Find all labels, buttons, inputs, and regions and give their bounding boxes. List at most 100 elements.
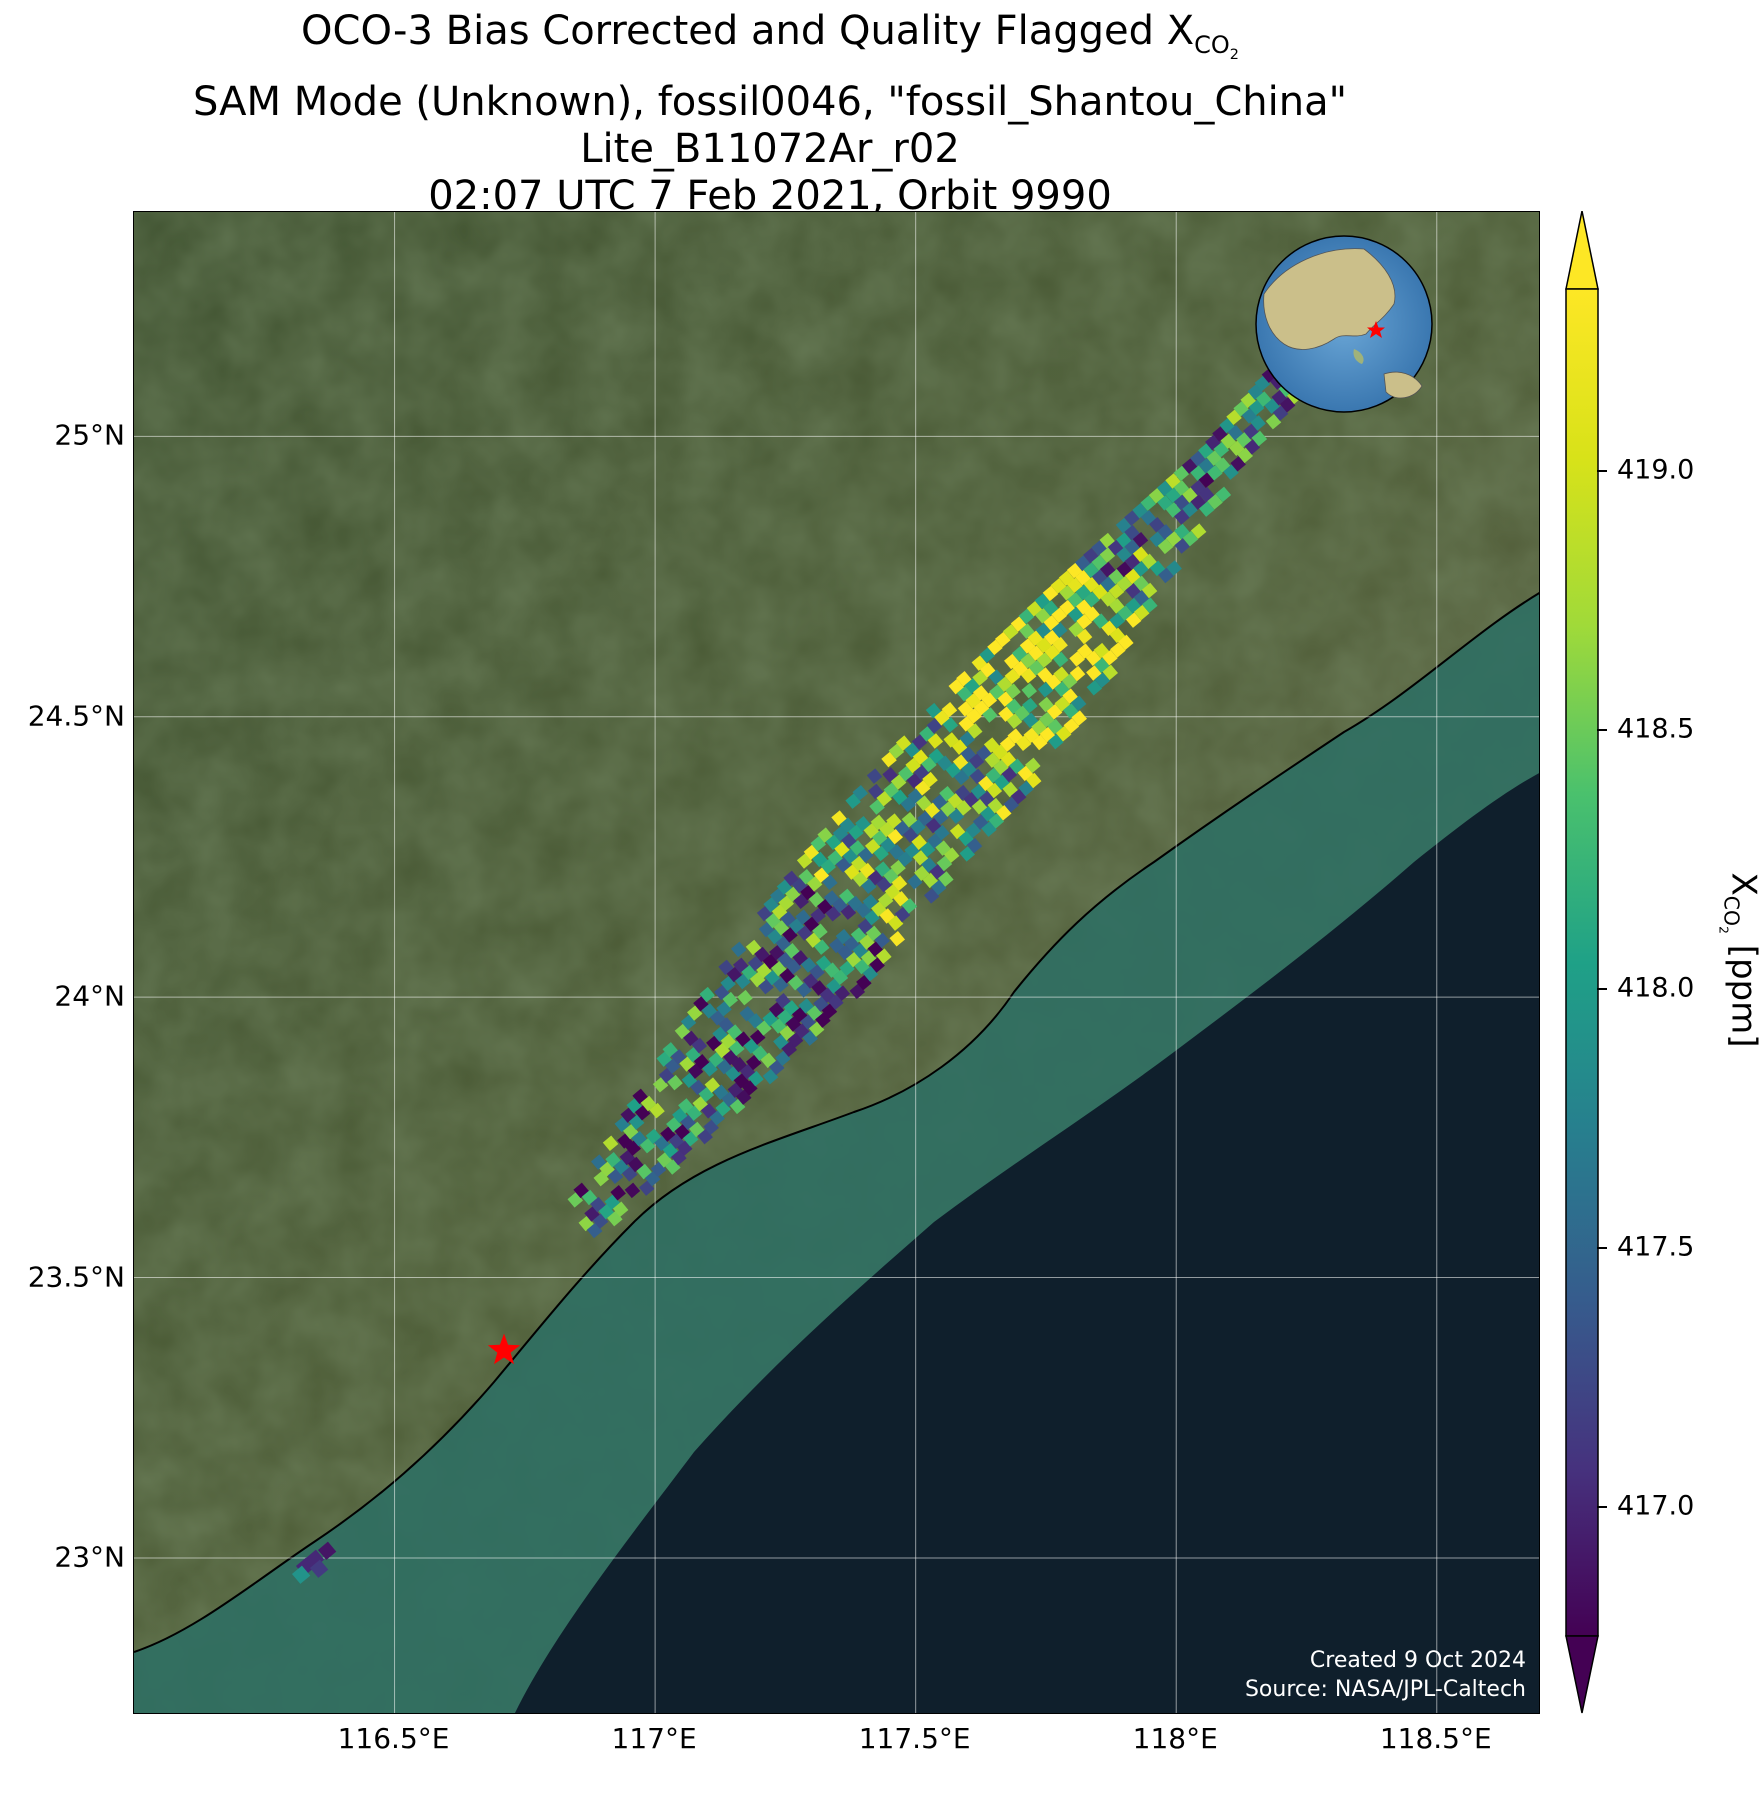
xco2-pixel bbox=[610, 1185, 626, 1201]
latitude-tick-label: 23°N bbox=[54, 1540, 125, 1574]
xco2-pixel bbox=[972, 670, 988, 686]
colorbar-tick-mark bbox=[1597, 1247, 1607, 1249]
colorbar-max-extension bbox=[1565, 211, 1599, 290]
xco2-pixel bbox=[1215, 486, 1232, 503]
locator-globe bbox=[1255, 235, 1433, 413]
xco2-pixel bbox=[317, 1541, 337, 1560]
xco2-pixel bbox=[889, 931, 905, 947]
colorbar-min-extension bbox=[1565, 1635, 1599, 1714]
xco2-pixel bbox=[967, 723, 983, 739]
xco2-pixel bbox=[722, 991, 738, 1008]
longitude-tick-label: 118°E bbox=[1132, 1722, 1218, 1755]
colorbar-tick-label: 418.5 bbox=[1617, 713, 1695, 745]
xco2-pixel bbox=[612, 1201, 629, 1218]
xco2-pixel bbox=[1022, 697, 1038, 714]
xco2-pixel bbox=[1094, 672, 1111, 688]
xco2-pixel bbox=[1037, 682, 1054, 698]
xco2-pixel bbox=[309, 1559, 329, 1578]
xco2-pixel bbox=[1099, 547, 1116, 563]
title-line-2: SAM Mode (Unknown), fossil0046, "fossil_… bbox=[192, 78, 1348, 125]
xco2-pixel bbox=[1251, 430, 1268, 447]
xco2-pixel bbox=[1021, 682, 1037, 699]
xco2-pixel bbox=[1069, 665, 1086, 682]
xco2-pixel bbox=[1250, 415, 1266, 431]
xco2-pixel bbox=[1140, 495, 1156, 511]
xco2-pixel bbox=[1198, 472, 1215, 489]
xco2-pixel bbox=[943, 847, 960, 863]
xco2-pixel bbox=[813, 939, 830, 955]
xco2-pixel bbox=[1063, 718, 1080, 734]
xco2-pixel bbox=[1142, 597, 1158, 613]
xco2-pixel bbox=[1048, 733, 1064, 750]
xco2-pixel bbox=[1006, 713, 1023, 729]
xco2-pixel bbox=[737, 989, 753, 1006]
xco2-pixel bbox=[1018, 608, 1035, 625]
xco2-pixel bbox=[891, 875, 908, 891]
globe-islands bbox=[1353, 349, 1364, 364]
title-line-3: Lite_B11072Ar_r02 bbox=[580, 125, 960, 172]
title-line-1: OCO-3 Bias Corrected and Quality Flagged… bbox=[301, 8, 1239, 63]
xco2-pixel bbox=[812, 923, 828, 940]
target-site bbox=[487, 1333, 521, 1365]
xco2-pixel bbox=[1071, 710, 1087, 726]
data-source: Source: NASA/JPL-Caltech bbox=[1244, 1677, 1526, 1702]
xco2-pixel bbox=[1157, 538, 1174, 555]
xco2-pixel bbox=[1182, 501, 1198, 518]
xco2-pixel bbox=[1005, 683, 1021, 700]
xco2-pixel bbox=[699, 986, 715, 1003]
longitude-tick-label: 117°E bbox=[611, 1722, 697, 1755]
xco2-pixel bbox=[1042, 585, 1059, 602]
xco2-pixel bbox=[1084, 591, 1100, 608]
xco2-pixel bbox=[866, 768, 883, 784]
xco2-pixel bbox=[1133, 561, 1149, 577]
latitude-tick-label: 24.5°N bbox=[27, 699, 125, 733]
xco2-pixel bbox=[748, 1070, 764, 1087]
colorbar-tick-mark bbox=[1597, 729, 1607, 731]
xco2-pixel bbox=[1207, 465, 1223, 481]
xco2-pixel bbox=[941, 702, 958, 718]
xco2-pixel bbox=[852, 785, 868, 801]
xco2-pixel bbox=[1020, 667, 1037, 684]
xco2-pixel bbox=[1118, 634, 1134, 651]
xco2-pixel bbox=[1051, 607, 1067, 623]
xco2-pixel bbox=[876, 948, 892, 964]
xco2-pixel bbox=[1055, 726, 1072, 742]
xco2-pixel bbox=[1132, 532, 1149, 548]
xco2-pixel bbox=[1166, 560, 1182, 576]
colorbar-tick-label: 418.0 bbox=[1617, 972, 1695, 1004]
created-date: Created 9 Oct 2024 bbox=[1309, 1648, 1526, 1673]
colorbar-tick-label: 417.5 bbox=[1617, 1231, 1695, 1263]
xco2-pixel bbox=[1110, 642, 1126, 658]
xco2-pixel bbox=[1174, 538, 1190, 554]
latitude-tick-label: 25°N bbox=[54, 418, 125, 452]
xco2-pixel bbox=[1032, 734, 1048, 751]
colorbar-label: XCO2 [ppm] bbox=[1716, 872, 1759, 1048]
xco2-pixel bbox=[1076, 628, 1093, 645]
xco2-pixel bbox=[1109, 612, 1125, 629]
xco2-pixel bbox=[966, 837, 983, 854]
xco2-pixel bbox=[1182, 530, 1199, 547]
colorbar-tick-mark bbox=[1597, 988, 1607, 990]
xco2-pixel bbox=[291, 1565, 311, 1584]
map-canvas bbox=[134, 212, 1539, 1713]
xco2-pixel bbox=[1070, 695, 1087, 712]
globe-australia bbox=[1383, 371, 1423, 399]
xco2-pixel bbox=[1134, 604, 1150, 621]
xco2-pixel bbox=[1015, 735, 1032, 752]
xco2-pixel bbox=[1102, 649, 1118, 666]
colorbar-tick-label: 419.0 bbox=[1617, 454, 1695, 486]
colorbar bbox=[1565, 211, 1599, 1714]
colorbar-tick-mark bbox=[1597, 470, 1607, 472]
figure-title: OCO-3 Bias Corrected and Quality Flagged… bbox=[0, 8, 1540, 220]
xco2-pixel bbox=[1076, 613, 1092, 630]
xco2-pixel bbox=[979, 647, 995, 663]
xco2-pixel bbox=[1036, 652, 1053, 668]
xco2-pixel bbox=[1086, 680, 1103, 696]
xco2-swath bbox=[291, 340, 1331, 1584]
xco2-pixel bbox=[1025, 757, 1041, 774]
longitude-tick-label: 116.5°E bbox=[337, 1722, 450, 1755]
xco2-pixel bbox=[731, 941, 747, 958]
open-ocean bbox=[515, 773, 1539, 1713]
xco2-pixel bbox=[1199, 501, 1215, 517]
xco2-pixel bbox=[987, 639, 1003, 656]
